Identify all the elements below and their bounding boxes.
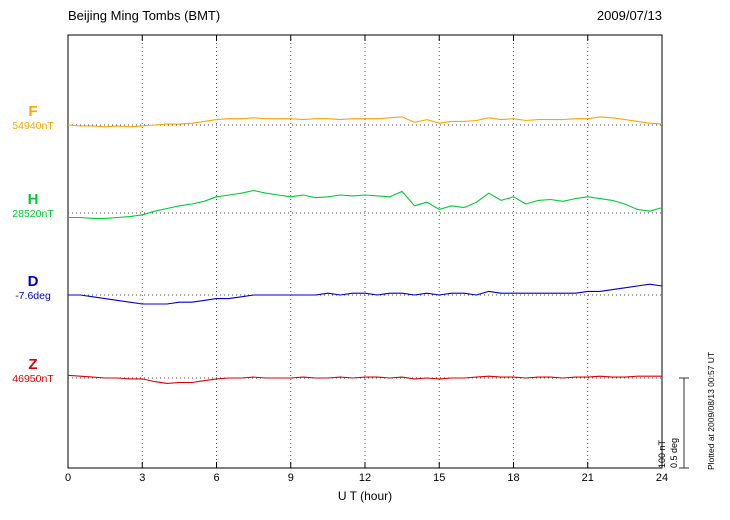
- scale-bar-labels: 100 nT 0.5 deg: [656, 388, 680, 468]
- channel-label-Z: Z 46950nT: [2, 356, 64, 385]
- channel-letter-Z: Z: [28, 356, 38, 373]
- trace-Z: [67, 374, 662, 384]
- scale-bar: [679, 377, 689, 469]
- x-tick-label-0: 0: [64, 472, 72, 484]
- channel-baseline-value-D: -7.6deg: [15, 290, 51, 302]
- x-tick-label-24: 24: [655, 472, 669, 484]
- channel-label-D: D -7.6deg: [2, 273, 64, 302]
- scale-nt-label: 100 nT: [657, 439, 667, 468]
- x-tick-label-12: 12: [358, 472, 372, 484]
- x-tick-label-9: 9: [287, 472, 294, 484]
- trace-H: [68, 189, 663, 219]
- baseline-lines: [68, 124, 662, 379]
- date-label: 2009/07/13: [596, 8, 662, 23]
- x-axis-label: U T (hour): [337, 489, 393, 503]
- channel-baseline-value-H: 28520nT: [12, 208, 54, 220]
- channel-letter-F: F: [28, 103, 38, 120]
- channel-baseline-value-Z: 46950nT: [12, 373, 54, 385]
- trace-D: [68, 283, 663, 305]
- trace-F: [67, 116, 663, 128]
- grid-lines: [141, 35, 589, 468]
- channel-letter-H: H: [27, 191, 39, 208]
- x-tick-label-15: 15: [433, 472, 446, 484]
- scale-deg-label: 0.5 deg: [669, 437, 679, 468]
- x-tick-label-6: 6: [213, 472, 220, 484]
- channel-baseline-value-F: 54940nT: [12, 120, 54, 132]
- x-tick-label-21: 21: [581, 472, 594, 484]
- x-tick-label-18: 18: [507, 472, 520, 484]
- channel-label-F: F 54940nT: [2, 103, 64, 132]
- channel-label-H: H 28520nT: [2, 191, 64, 220]
- axis-tick-marks: [67, 35, 663, 468]
- channel-letter-D: D: [27, 273, 39, 290]
- x-tick-label-3: 3: [139, 472, 146, 484]
- plotted-at-note: Plotted at 2009/08/13 00:57 UT: [706, 351, 716, 470]
- station-title: Beijing Ming Tombs (BMT): [68, 8, 221, 23]
